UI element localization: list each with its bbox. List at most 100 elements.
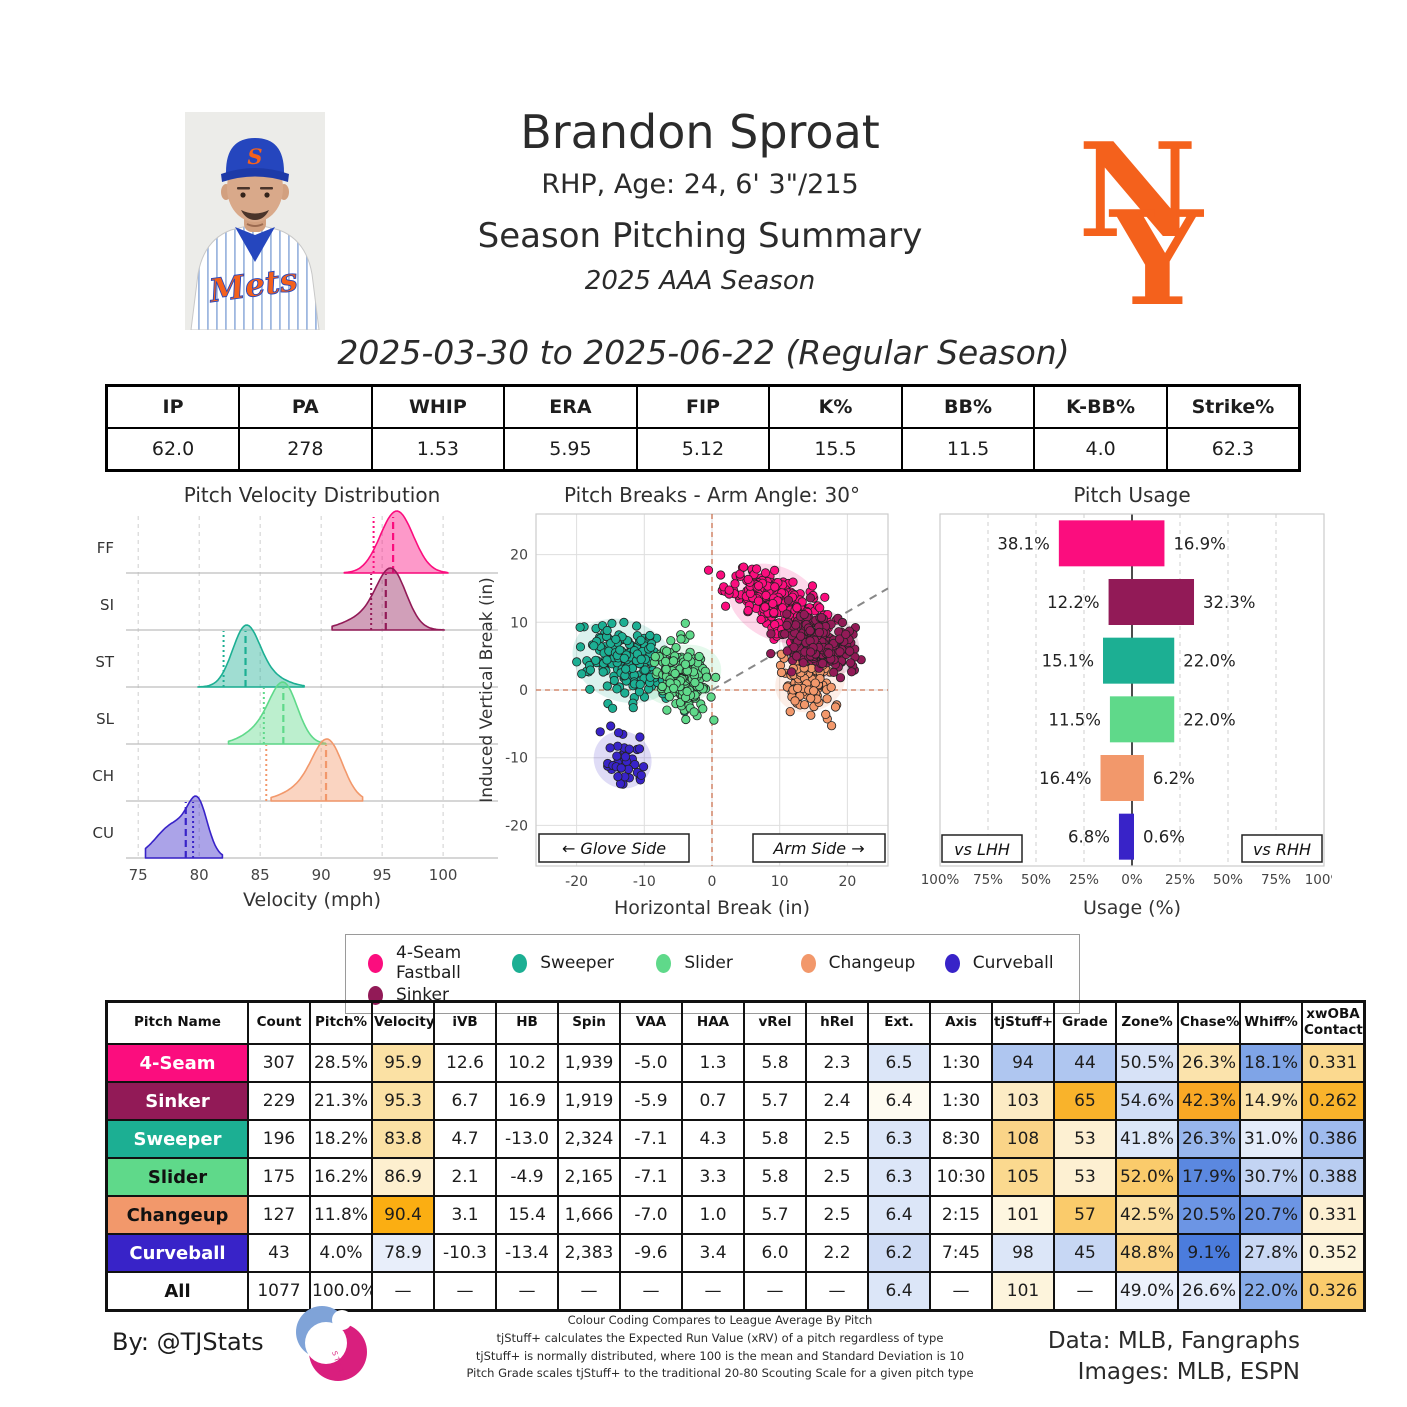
svg-text:15.1%: 15.1%: [1042, 652, 1094, 671]
pitch-stat-cell: 0.262: [1301, 1081, 1366, 1121]
pitch-name-cell: 4-Seam: [105, 1043, 249, 1083]
legend-marker-icon: [800, 953, 816, 973]
pitch-stat-cell: 2.3: [805, 1043, 869, 1083]
svg-text:100%: 100%: [922, 872, 959, 888]
summary-value-cell: 5.12: [635, 427, 771, 472]
svg-text:FF: FF: [97, 539, 114, 557]
svg-text:0.6%: 0.6%: [1143, 828, 1185, 847]
svg-text:Arm Side →: Arm Side →: [772, 839, 864, 858]
svg-text:ST: ST: [95, 653, 115, 671]
pitch-name-cell: Sinker: [105, 1081, 249, 1121]
pitch-stat-cell: 0.331: [1301, 1043, 1366, 1083]
pitch-stat-cell: 6.3: [867, 1157, 931, 1197]
pitch-table-col-header: HAA: [681, 1000, 745, 1045]
summary-value-cell: 278: [238, 427, 373, 472]
svg-text:38.1%: 38.1%: [997, 534, 1049, 553]
pitch-stat-cell: 100.0%: [309, 1271, 373, 1312]
pitch-stat-cell: 229: [247, 1081, 311, 1121]
pitch-table-col-header: HB: [495, 1000, 559, 1045]
summary-col-header: PA: [238, 384, 373, 429]
season-label: 2025 AAA Season: [584, 266, 816, 296]
pitch-stat-cell: 16.2%: [309, 1157, 373, 1197]
data-credit-line: Data: MLB, Fangraphs: [1047, 1328, 1300, 1354]
pitch-stat-cell: -13.4: [495, 1233, 559, 1273]
velocity-distribution-svg: 75 80 85 90 95 100 Pitch Velocity Distribution…: [92, 483, 498, 911]
pitch-stat-cell: 10:30: [929, 1157, 993, 1197]
summary-header-row: IP PA WHIP ERA FIP K% BB% K-BB% Strike%: [105, 384, 1301, 429]
pitch-stat-cell: 98: [991, 1233, 1055, 1273]
summary-stats-table: IP PA WHIP ERA FIP K% BB% K-BB% Strike% 62.0 278 1…: [105, 384, 1301, 472]
svg-text:-10: -10: [633, 874, 656, 890]
pitch-stat-cell: 4.7: [433, 1119, 497, 1159]
pitch-stat-cell: 18.2%: [309, 1119, 373, 1159]
pitch-stat-cell: 52.0%: [1115, 1157, 1179, 1197]
pitch-stat-cell: 5.8: [743, 1043, 807, 1083]
pitch-stat-cell: -7.1: [619, 1157, 683, 1197]
pitch-usage-chart: 100% 75% 50% 25% 0% 25% 50% 75% 100% 38.1% 16.9% 12…: [921, 483, 1344, 931]
legend-label: Changeup: [828, 953, 916, 973]
pitch-stat-cell: -13.0: [495, 1119, 559, 1159]
pitch-stat-cell: 94: [991, 1043, 1055, 1083]
svg-text:50%: 50%: [1021, 872, 1051, 888]
pitch-stat-cell: 4.3: [681, 1119, 745, 1159]
svg-text:75%: 75%: [973, 872, 1003, 888]
pitch-stat-cell: 57: [1053, 1195, 1117, 1235]
pitch-stat-cell: 49.0%: [1115, 1271, 1179, 1312]
svg-text:10: 10: [510, 615, 528, 631]
images-credit-line: Images: MLB, ESPN: [1077, 1359, 1300, 1386]
pitch-stat-cell: 14.9%: [1239, 1081, 1303, 1121]
pitch-stat-cell: 26.6%: [1177, 1271, 1241, 1312]
pitch-stat-cell: 53: [1053, 1119, 1117, 1159]
pitch-stat-cell: —: [495, 1271, 559, 1312]
summary-value-cell: 15.5: [768, 427, 903, 472]
pitch-stat-cell: 6.7: [433, 1081, 497, 1121]
pitch-stat-cell: —: [929, 1271, 993, 1312]
legend-marker-icon: [368, 953, 383, 973]
svg-text:50%: 50%: [1213, 872, 1243, 888]
pitch-stat-cell: 26.3%: [1177, 1043, 1241, 1083]
svg-text:90: 90: [312, 866, 331, 884]
svg-text:SL: SL: [96, 710, 115, 728]
svg-text:80: 80: [190, 866, 209, 884]
pitch-stat-cell: 9.1%: [1177, 1233, 1241, 1273]
pitch-stat-cell: 103: [991, 1081, 1055, 1121]
pitch-stat-cell: 43: [247, 1233, 311, 1273]
svg-text:-20: -20: [505, 818, 528, 834]
pitch-stat-cell: 41.8%: [1115, 1119, 1179, 1159]
pitch-name-cell: All: [105, 1271, 249, 1312]
player-photo-illustration: S Mets: [185, 112, 325, 331]
pitch-table-col-header: Spin: [557, 1000, 621, 1045]
player-photo: S Mets: [185, 112, 325, 331]
pitch-stat-cell: —: [805, 1271, 869, 1312]
pitch-stat-cell: 2.5: [805, 1157, 869, 1197]
svg-text:22.0%: 22.0%: [1183, 652, 1235, 671]
pitch-stat-cell: 95.3: [371, 1081, 435, 1121]
pitch-stat-cell: 127: [247, 1195, 311, 1235]
svg-text:95: 95: [373, 866, 392, 884]
summary-title: Season Pitching Summary: [477, 216, 923, 256]
legend-label: Curveball: [972, 953, 1054, 973]
pitch-table-row: 4-Seam 307 28.5% 95.9 12.6 10.2 1,939 -5.0 1.3 5.…: [105, 1043, 1366, 1083]
svg-text:Pitch Breaks - Arm Angle: 30°: Pitch Breaks - Arm Angle: 30°: [564, 486, 860, 507]
note-line: Pitch Grade scales tjStuff+ to the tradi…: [466, 1366, 974, 1381]
svg-text:CH: CH: [92, 767, 114, 785]
pitch-table-col-header: Pitch%: [309, 1000, 373, 1045]
pitch-table-header-row: Pitch Name Count Pitch% Velocity iVB HB Spin VA…: [105, 1000, 1366, 1045]
summary-col-header: Strike%: [1165, 384, 1301, 429]
legend-marker-icon: [944, 953, 960, 973]
pitch-stat-cell: 15.4: [495, 1195, 559, 1235]
pitch-table-col-header: xwOBA Contact: [1301, 1000, 1366, 1045]
page-title: Brandon Sproat: [520, 105, 880, 159]
pitch-stat-cell: 1,939: [557, 1043, 621, 1083]
pitch-stat-cell: 108: [991, 1119, 1055, 1159]
pitch-stat-cell: 0.352: [1301, 1233, 1366, 1273]
pitch-stat-cell: 1.3: [681, 1043, 745, 1083]
data-credits: Data: MLB, Fangraphs Images: MLB, ESPN: [930, 1326, 1300, 1388]
pitch-stat-cell: 1,666: [557, 1195, 621, 1235]
summary-value-cell: 62.0: [105, 427, 241, 472]
pitch-stat-cell: 48.8%: [1115, 1233, 1179, 1273]
pitch-stat-cell: —: [1053, 1271, 1117, 1312]
svg-text:6.2%: 6.2%: [1153, 769, 1195, 788]
pitch-table-col-header: hRel: [805, 1000, 869, 1045]
pitch-stat-cell: 8:30: [929, 1119, 993, 1159]
